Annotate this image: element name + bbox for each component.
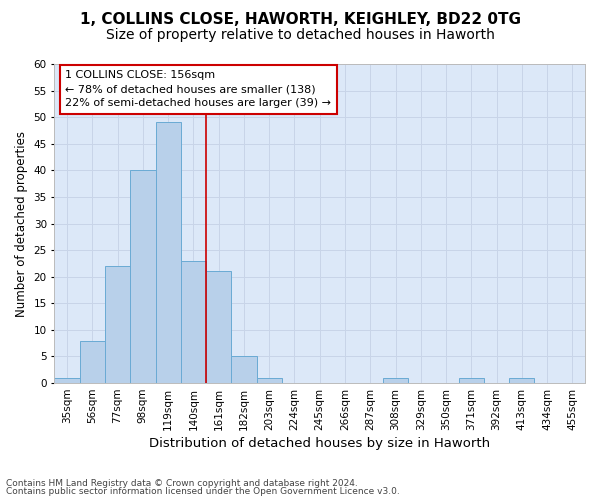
Bar [155,122,181,383]
Text: Contains public sector information licensed under the Open Government Licence v3: Contains public sector information licen… [6,487,400,496]
Text: Size of property relative to detached houses in Haworth: Size of property relative to detached ho… [106,28,494,42]
Bar [458,378,484,383]
Text: Contains HM Land Registry data © Crown copyright and database right 2024.: Contains HM Land Registry data © Crown c… [6,478,358,488]
Bar [130,170,155,383]
Y-axis label: Number of detached properties: Number of detached properties [15,130,28,316]
Text: 1 COLLINS CLOSE: 156sqm
← 78% of detached houses are smaller (138)
22% of semi-d: 1 COLLINS CLOSE: 156sqm ← 78% of detache… [65,70,331,108]
Bar [105,266,130,383]
Bar [181,261,206,383]
Bar [257,378,282,383]
Text: 1, COLLINS CLOSE, HAWORTH, KEIGHLEY, BD22 0TG: 1, COLLINS CLOSE, HAWORTH, KEIGHLEY, BD2… [79,12,521,28]
Bar [231,356,257,383]
Bar [206,272,231,383]
Bar [509,378,535,383]
X-axis label: Distribution of detached houses by size in Haworth: Distribution of detached houses by size … [149,437,490,450]
Bar [80,340,105,383]
Bar [383,378,408,383]
Bar [55,378,80,383]
